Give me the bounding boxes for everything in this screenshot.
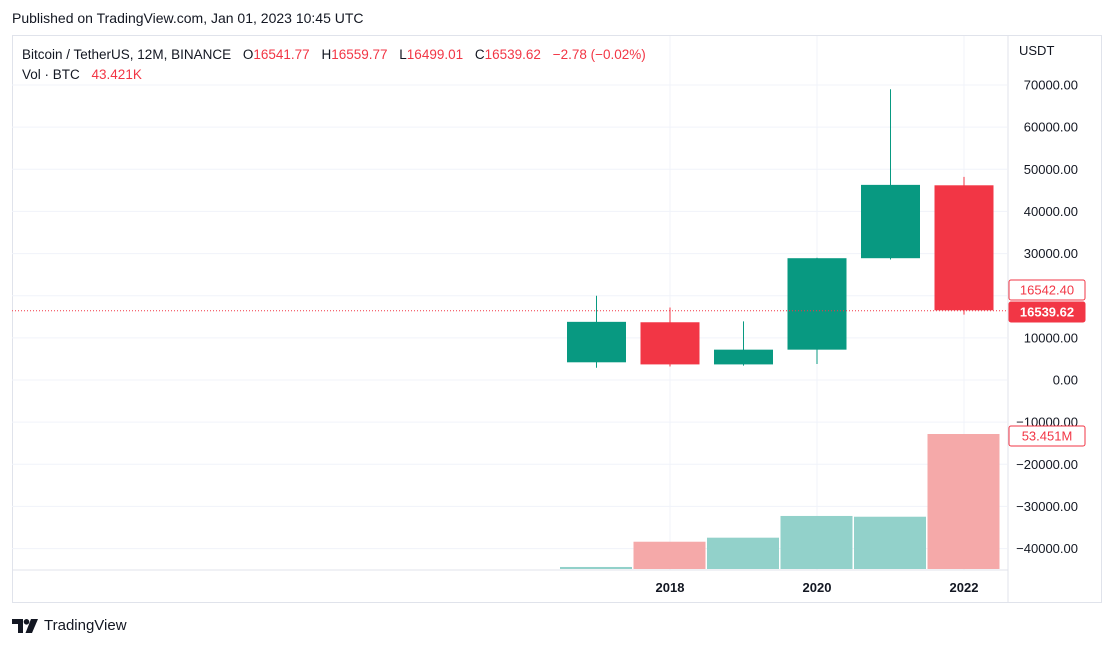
volume-label: Vol · BTC [22,67,80,82]
price-tag-last-box [1008,301,1086,323]
y-tick-label: 50000.00 [1024,162,1078,177]
price-tag-prev-box [1008,279,1086,301]
volume-value: 43.421K [91,67,142,82]
candle-body [640,322,700,365]
y-tick-label: 10000.00 [1024,330,1078,345]
chart-frame [12,35,1102,603]
close-value: 16539.62 [484,47,541,62]
tradingview-logo-icon [12,618,38,633]
open-label: O [242,47,254,62]
x-tick-label: 2020 [803,580,832,595]
close-label: C [474,47,485,62]
x-tick-label: 2018 [656,580,685,595]
volume-bar [927,434,1000,569]
volume-tag-box [1008,425,1086,447]
x-tick-label: 2022 [950,580,979,595]
volume-bar [707,537,779,569]
open-value: 16541.77 [253,47,310,62]
candle-body [861,184,920,259]
price-tag-last: 16539.62 [1020,305,1074,320]
y-tick-label: 40000.00 [1024,204,1078,219]
candles [567,89,994,368]
change-value: −2.78 (−0.02%) [552,47,646,62]
y-tick-label: −20000.00 [1016,457,1078,472]
currency-label: USDT [1019,43,1054,58]
candle-body [934,185,994,311]
price-tag-prev: 16542.40 [1020,283,1074,298]
low-label: L [399,47,407,62]
y-tick-label: −30000.00 [1016,499,1078,514]
high-label: H [321,47,332,62]
volume-bar [560,566,632,569]
volume-bar [854,516,926,569]
y-tick-label: −40000.00 [1016,541,1078,556]
legend: Bitcoin / TetherUS, 12M, BINANCE O16541.… [22,45,646,85]
candle-body [787,258,847,350]
low-value: 16499.01 [406,47,464,62]
candle-body [714,349,773,365]
volume-bars [560,434,1000,569]
volume-tag: 53.451M [1022,429,1073,444]
legend-ohlc-row: Bitcoin / TetherUS, 12M, BINANCE O16541.… [22,45,646,65]
published-info: Published on TradingView.com, Jan 01, 20… [12,10,364,26]
y-tick-label: 60000.00 [1024,120,1078,135]
y-tick-label: 70000.00 [1024,78,1078,93]
legend-volume-row: Vol · BTC 43.421K [22,65,646,85]
candle-body [567,321,626,363]
volume-bar [780,515,853,569]
symbol-label: Bitcoin / TetherUS, 12M, BINANCE [22,47,232,62]
y-tick-label: 30000.00 [1024,246,1078,261]
brand[interactable]: TradingView [12,617,127,634]
y-tick-label: 0.00 [1053,373,1078,388]
high-value: 16559.77 [331,47,388,62]
price-tags: 16542.40 16539.62 53.451M [1008,279,1086,447]
time-axis: 2018 2020 2022 [656,580,979,595]
brand-name: TradingView [44,617,127,634]
volume-bar [633,541,706,569]
